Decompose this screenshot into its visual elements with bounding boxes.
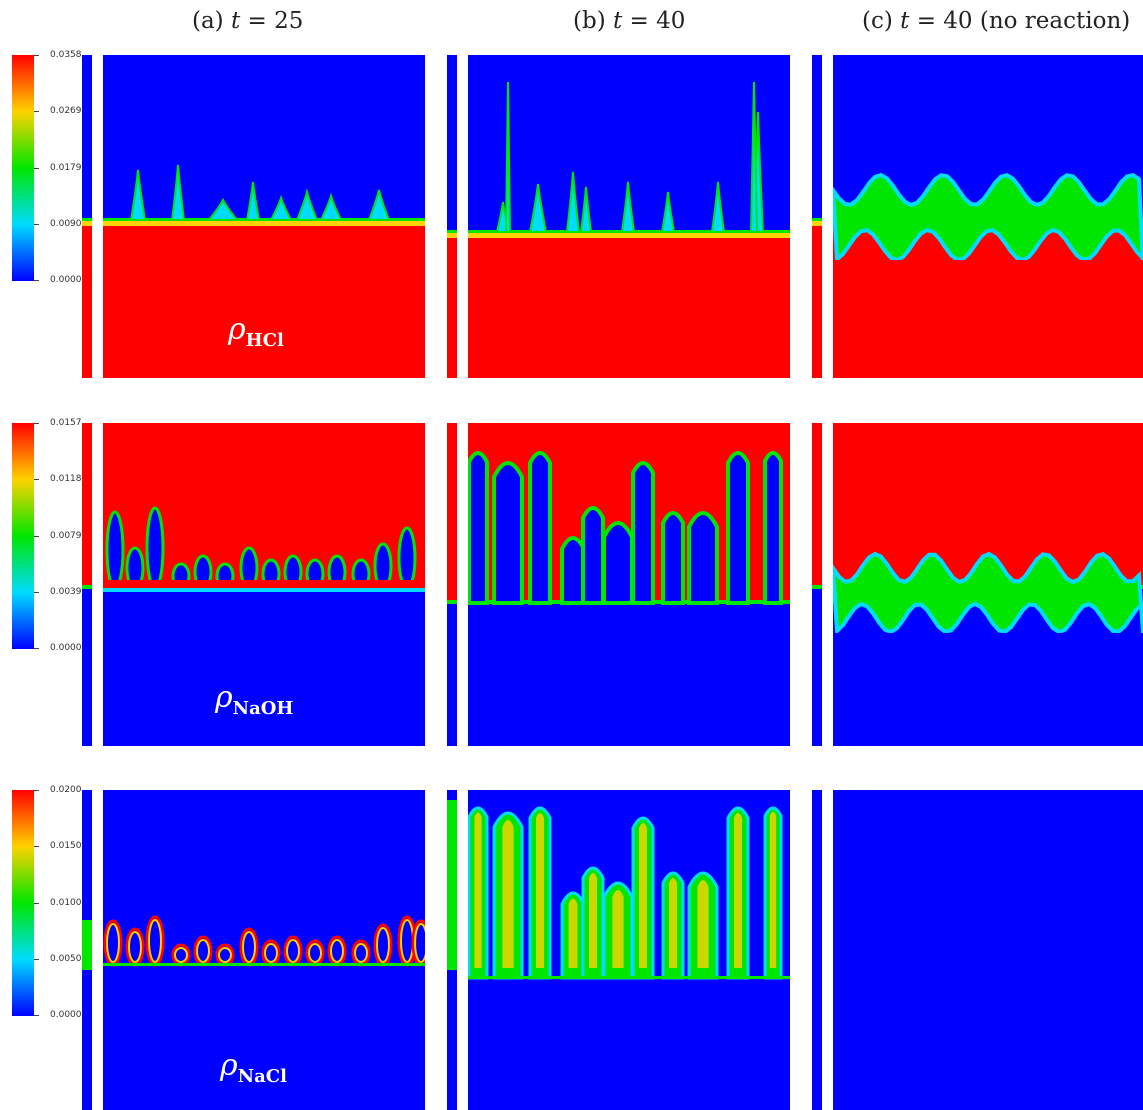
colorbar-hcl-gradient bbox=[12, 55, 34, 281]
finger-plume bbox=[492, 461, 524, 605]
finger-plume bbox=[319, 192, 343, 221]
column-title-b-prefix: (b) bbox=[573, 8, 613, 34]
column-title-b-var: t bbox=[612, 8, 623, 34]
colorbar-naoh-tick-0: 0.0157 bbox=[50, 418, 82, 428]
panel-hcl-2 bbox=[833, 55, 1143, 378]
colorbar-naoh-tick-4: 0.0000 bbox=[50, 643, 82, 653]
strip-hcl-0 bbox=[82, 55, 92, 378]
colorbar-hcl-tick-3: 0.0090 bbox=[50, 219, 82, 229]
strip-naoh-2 bbox=[812, 423, 822, 746]
finger-plume bbox=[579, 186, 593, 233]
column-title-c: (c) t = 40 (no reaction) bbox=[862, 8, 1130, 34]
column-title-c-rest: = 40 (no reaction) bbox=[909, 8, 1131, 34]
colorbar-hcl-tick-1: 0.0269 bbox=[50, 106, 82, 116]
colorbar-nacl: 0.0200 0.0150 0.0100 0.0050 0.0000 bbox=[12, 785, 82, 1020]
finger-plume bbox=[206, 197, 240, 221]
colorbar-nacl-tick-0: 0.0200 bbox=[50, 785, 82, 795]
strip-nacl-0 bbox=[82, 790, 92, 1110]
panel-nacl-1 bbox=[468, 790, 790, 1110]
colorbar-hcl: 0.0358 0.0269 0.0179 0.0090 0.0000 bbox=[12, 50, 82, 285]
colorbar-naoh: 0.0157 0.0118 0.0079 0.0039 0.0000 bbox=[12, 418, 82, 653]
column-title-a-prefix: (a) bbox=[192, 8, 231, 34]
panel-hcl-1 bbox=[468, 55, 790, 378]
colorbar-hcl-tick-4: 0.0000 bbox=[50, 275, 82, 285]
field-label-hcl-sub: HCl bbox=[245, 330, 284, 351]
panel-nacl-0 bbox=[103, 790, 425, 1110]
finger-plume bbox=[269, 194, 293, 221]
finger-plume bbox=[763, 451, 783, 605]
column-title-c-var: t bbox=[900, 8, 910, 34]
finger-plume bbox=[560, 536, 586, 605]
finger-plume bbox=[528, 451, 552, 605]
field-label-nacl-sub: NaCl bbox=[237, 1066, 287, 1087]
colorbar-naoh-tick-1: 0.0118 bbox=[50, 474, 82, 484]
finger-plume bbox=[105, 510, 125, 590]
panel-hcl-0 bbox=[103, 55, 425, 378]
column-title-b: (b) t = 40 bbox=[573, 8, 685, 34]
finger-plume bbox=[145, 506, 165, 590]
finger-plume bbox=[581, 506, 605, 605]
field-label-nacl-symbol: ρ bbox=[220, 1048, 238, 1083]
strip-naoh-0 bbox=[82, 423, 92, 746]
finger-plume bbox=[367, 189, 391, 221]
colorbar-naoh-tick-3: 0.0039 bbox=[50, 587, 82, 597]
strip-hcl-1 bbox=[447, 55, 457, 378]
finger-plume bbox=[504, 81, 512, 233]
colorbar-nacl-tick-1: 0.0150 bbox=[50, 841, 82, 851]
strip-nacl-1 bbox=[447, 790, 457, 1110]
colorbar-hcl-tick-2: 0.0179 bbox=[50, 163, 82, 173]
finger-plume bbox=[602, 521, 634, 605]
panel-nacl-2 bbox=[833, 790, 1143, 1110]
colorbar-nacl-tick-2: 0.0100 bbox=[50, 898, 82, 908]
finger-plume bbox=[631, 461, 655, 605]
finger-plume bbox=[620, 181, 636, 233]
colorbar-naoh-gradient bbox=[12, 423, 34, 649]
panel-naoh-2 bbox=[833, 423, 1143, 746]
strip-hcl-2 bbox=[812, 55, 822, 378]
finger-plume bbox=[726, 451, 750, 605]
finger-plume bbox=[661, 511, 685, 605]
colorbar-nacl-tick-4: 0.0000 bbox=[50, 1010, 82, 1020]
finger-plume bbox=[397, 526, 417, 590]
field-label-naoh-sub: NaOH bbox=[232, 698, 294, 719]
field-label-naoh-symbol: ρ bbox=[215, 680, 233, 715]
colorbar-hcl-tick-0: 0.0358 bbox=[50, 50, 82, 60]
panel-naoh-0 bbox=[103, 423, 425, 746]
finger-plume bbox=[660, 191, 676, 233]
colorbar-nacl-tick-3: 0.0050 bbox=[50, 954, 82, 964]
strip-nacl-2 bbox=[812, 790, 822, 1110]
column-title-a-rest: = 25 bbox=[240, 8, 304, 34]
panel-naoh-1 bbox=[468, 423, 790, 746]
finger-plume bbox=[245, 181, 261, 221]
finger-plume bbox=[129, 169, 147, 221]
colorbar-naoh-tick-2: 0.0079 bbox=[50, 531, 82, 541]
column-title-c-prefix: (c) bbox=[862, 8, 901, 34]
field-label-nacl: ρNaCl bbox=[220, 1048, 287, 1087]
strip-naoh-1 bbox=[447, 423, 457, 746]
field-label-naoh: ρNaOH bbox=[215, 680, 293, 719]
finger-plume bbox=[295, 188, 319, 221]
finger-plume bbox=[528, 183, 548, 233]
finger-plume bbox=[170, 164, 186, 221]
finger-plume bbox=[710, 181, 726, 233]
finger-plume bbox=[565, 171, 581, 233]
colorbar-nacl-gradient bbox=[12, 790, 34, 1016]
finger-plume bbox=[468, 451, 489, 605]
field-label-hcl: ρHCl bbox=[228, 312, 284, 351]
finger-plume bbox=[749, 81, 759, 233]
finger-plume bbox=[687, 511, 719, 605]
field-label-hcl-symbol: ρ bbox=[228, 312, 246, 347]
column-title-a-var: t bbox=[230, 8, 241, 34]
column-title-a: (a) t = 25 bbox=[192, 8, 303, 34]
column-title-b-rest: = 40 bbox=[622, 8, 686, 34]
